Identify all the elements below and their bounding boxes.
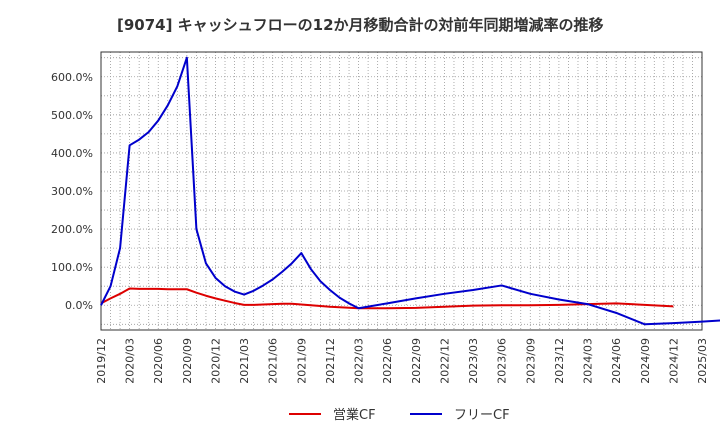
plot-frame [100,51,703,331]
y-tick-label: 300.0% [51,185,93,198]
x-tick-label: 2023/03 [467,338,480,384]
x-tick-label: 2021/06 [267,338,280,384]
x-tick-label: 2025/03 [696,338,709,384]
x-tick-label: 2022/03 [353,338,366,384]
legend: 営業CF フリーCF [289,407,510,423]
x-tick-label: 2020/12 [209,338,222,384]
y-tick-label: 400.0% [51,147,93,160]
x-tick-label: 2024/09 [639,338,652,384]
x-tick-label: 2024/12 [667,338,680,384]
x-tick-label: 2019/12 [95,338,108,384]
y-tick-label: 500.0% [51,109,93,122]
x-tick-label: 2020/06 [152,338,165,384]
x-tick-label: 2022/06 [381,338,394,384]
y-tick-label: 600.0% [51,71,93,84]
x-tick-label: 2021/03 [238,338,251,384]
y-tick-label: 100.0% [51,261,93,274]
x-tick-label: 2022/09 [410,338,423,384]
x-tick-label: 2023/09 [524,338,537,384]
x-tick-label: 2024/06 [610,338,623,384]
plot-area: 0.0% 100.0% 200.0% 300.0% 400.0% 500.0% 600.0%… [51,51,720,384]
legend-item-operating-cf-label: 営業CF [333,407,376,423]
x-tick-label: 2020/09 [181,338,194,384]
x-tick-label: 2023/06 [496,338,509,384]
x-tick-label: 2021/09 [295,338,308,384]
y-tick-label: 200.0% [51,223,93,236]
x-tick-label: 2023/12 [553,338,566,384]
x-tick-label: 2021/12 [324,338,337,384]
x-tick-label: 2020/03 [124,338,137,384]
legend-item-free-cf-label: フリーCF [454,408,510,423]
x-tick-label: 2022/12 [438,338,451,384]
y-tick-label: 0.0% [65,299,93,312]
x-tick-label: 2024/03 [582,338,595,384]
chart-title: [9074] キャッシュフローの12か月移動合計の対前年同期増減率の推移 [117,16,604,34]
